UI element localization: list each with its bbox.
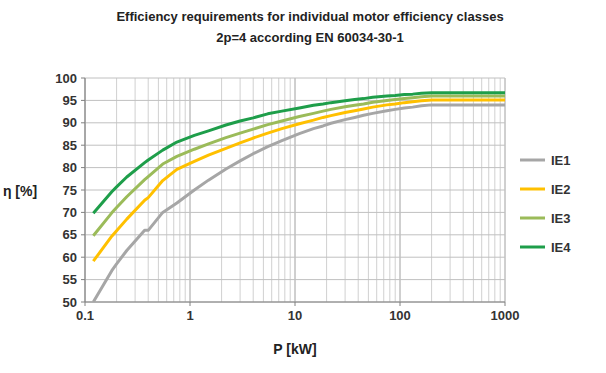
x-axis-line — [85, 302, 505, 303]
x-tick — [505, 302, 506, 306]
x-tick — [85, 302, 86, 306]
y-tick — [81, 190, 85, 191]
y-tick — [81, 279, 85, 280]
legend: IE1 IE2 IE3 IE4 — [520, 153, 571, 255]
y-tick-label: 65 — [63, 227, 77, 242]
y-tick — [81, 122, 85, 123]
y-tick-label: 85 — [63, 138, 77, 153]
chart-container: Efficiency requirements for individual m… — [0, 0, 606, 373]
y-grid-line — [85, 145, 505, 146]
chart-title: Efficiency requirements for individual m… — [116, 9, 503, 24]
legend-label: IE2 — [551, 182, 571, 197]
y-tick — [81, 212, 85, 213]
y-grid-line — [85, 212, 505, 213]
y-grid-line — [85, 190, 505, 191]
y-tick-label: 60 — [63, 250, 77, 265]
x-tick-label: 1000 — [491, 308, 520, 323]
y-tick-label: 70 — [63, 205, 77, 220]
x-tick-label: 0.1 — [76, 308, 94, 323]
y-grid-line — [85, 234, 505, 235]
y-tick-label: 55 — [63, 272, 77, 287]
legend-swatch — [520, 159, 545, 162]
series-line — [93, 105, 505, 302]
x-grid-line — [85, 78, 86, 302]
x-tick-label: 1 — [186, 308, 193, 323]
y-tick-label: 90 — [63, 115, 77, 130]
y-tick — [81, 234, 85, 235]
x-tick — [400, 302, 401, 306]
y-tick — [81, 100, 85, 101]
y-grid-line — [85, 279, 505, 280]
y-tick-label: 95 — [63, 93, 77, 108]
series-line — [93, 100, 505, 261]
legend-swatch — [520, 217, 545, 220]
x-tick-label: 10 — [288, 308, 302, 323]
y-grid-line — [85, 257, 505, 258]
y-tick-label: 80 — [63, 160, 77, 175]
y-tick — [81, 257, 85, 258]
y-tick — [81, 302, 85, 303]
chart-svg: Efficiency requirements for individual m… — [0, 0, 606, 373]
series-line — [93, 96, 505, 236]
x-tick-label: 100 — [389, 308, 411, 323]
series-lines — [93, 93, 505, 302]
series-line — [93, 93, 505, 214]
x-tick — [295, 302, 296, 306]
legend-label: IE4 — [551, 240, 571, 255]
legend-label: IE3 — [551, 211, 571, 226]
y-grid-line — [85, 122, 505, 123]
y-grid-line — [85, 302, 505, 303]
y-axis-label: η [%] — [3, 183, 37, 199]
y-tick-label: 75 — [63, 183, 77, 198]
chart-subtitle: 2p=4 according EN 60034-30-1 — [216, 30, 404, 45]
grid — [85, 78, 505, 302]
x-tick — [190, 302, 191, 306]
legend-swatch — [520, 188, 545, 191]
legend-label: IE1 — [551, 153, 571, 168]
y-tick-label: 50 — [63, 295, 77, 310]
legend-swatch — [520, 246, 545, 249]
y-grid-line — [85, 78, 505, 79]
x-axis-label: P [kW] — [273, 341, 316, 357]
y-tick — [81, 145, 85, 146]
y-tick-label: 100 — [55, 71, 77, 86]
y-tick — [81, 78, 85, 79]
y-grid-line — [85, 167, 505, 168]
y-axis-line — [85, 78, 86, 302]
y-tick — [81, 167, 85, 168]
